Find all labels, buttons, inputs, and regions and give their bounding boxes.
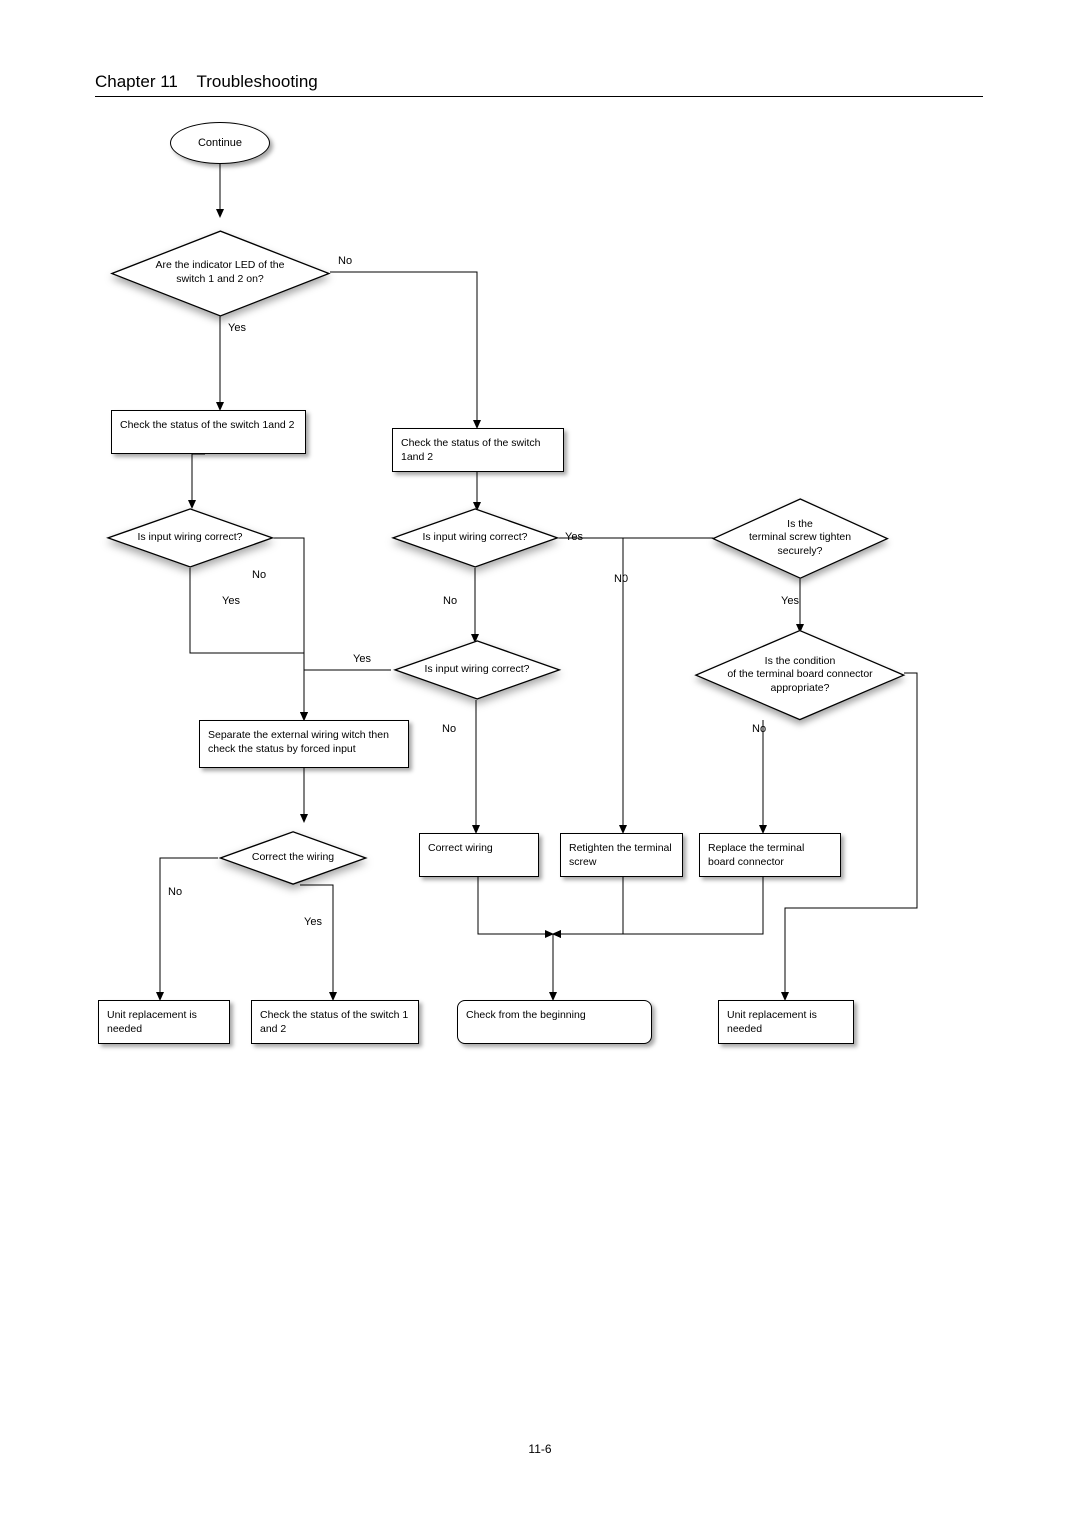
flowchart-node-n_wiring_mid: Is input wiring correct?	[390, 508, 560, 568]
flowchart-node-n_connector: Is the conditionof the terminal board co…	[695, 630, 905, 720]
flowchart-edge-2	[330, 272, 477, 428]
edge-label-l_led_yes: Yes	[228, 322, 246, 334]
edge-label-l_wm2_yes: Yes	[353, 653, 371, 665]
flowchart-edge-17	[300, 885, 333, 1000]
flowchart-node-n_correct_wire_l: Correct the wiring	[218, 831, 368, 885]
page-number: 11-6	[528, 1442, 551, 1456]
flowchart-node-n_unit_repl_r: Unit replacement is needed	[718, 1000, 854, 1044]
page-header: Chapter 11 Troubleshooting	[95, 72, 983, 97]
flowchart-node-n_led_on: Are the indicator LED of theswitch 1 and…	[110, 230, 330, 316]
flowchart-node-n_unit_repl_l: Unit replacement is needed	[98, 1000, 230, 1044]
flowchart-edge-20	[553, 877, 763, 934]
page-footer: 11-6	[0, 1442, 1080, 1456]
edge-label-l_wl_yes: Yes	[222, 595, 240, 607]
flowchart-edge-11	[304, 670, 391, 720]
flowchart-node-n_separate: Separate the external wiring witch then …	[199, 720, 409, 768]
flowchart-edge-5	[190, 568, 304, 720]
flowchart-node-n_correct_wiring_r: Correct wiring	[419, 833, 539, 877]
edge-label-l_corrwire_yes: Yes	[304, 916, 322, 928]
flowchart-node-n_continue: Continue	[170, 122, 270, 164]
flowchart-edge-6	[273, 538, 304, 720]
flowchart-node-n_check_left: Check the status of the switch 1and 2	[111, 410, 306, 454]
flowchart-node-n_wiring_mid2: Is input wiring correct?	[392, 640, 562, 700]
flowchart-node-n_screw: Is theterminal screw tightensecurely?	[712, 498, 888, 578]
flowchart-edge-3	[192, 454, 205, 508]
flowchart-node-n_replace_conn: Replace the terminal board connector	[699, 833, 841, 877]
chapter-label: Chapter 11	[95, 72, 178, 91]
edge-label-l_screw_n0: N0	[614, 573, 628, 585]
edge-label-l_conn_no: No	[752, 723, 766, 735]
edge-label-l_wl_no: No	[252, 569, 266, 581]
edge-label-l_wm_yes: Yes	[565, 531, 583, 543]
flowchart-edge-18	[478, 877, 553, 934]
edge-label-l_corrwire_no: No	[168, 886, 182, 898]
flowchart-node-n_check_begin: Check from the beginning	[457, 1000, 652, 1044]
edge-label-l_led_no: No	[338, 255, 352, 267]
flowchart-node-n_check_again: Check the status of the switch 1 and 2	[251, 1000, 419, 1044]
chapter-title: Troubleshooting	[196, 72, 317, 91]
flowchart-canvas: Continue Are the indicator LED of theswit…	[0, 100, 1080, 1100]
edge-label-l_wm_no: No	[443, 595, 457, 607]
edge-label-l_wm2_no: No	[442, 723, 456, 735]
flowchart-edge-16	[160, 858, 218, 1000]
flowchart-edge-19	[553, 877, 623, 934]
edge-label-l_screw_yes: Yes	[781, 595, 799, 607]
flowchart-node-n_wiring_left: Is input wiring correct?	[105, 508, 275, 568]
flowchart-node-n_check_right: Check the status of the switch 1and 2	[392, 428, 564, 472]
flowchart-node-n_retighten: Retighten the terminal screw	[560, 833, 683, 877]
